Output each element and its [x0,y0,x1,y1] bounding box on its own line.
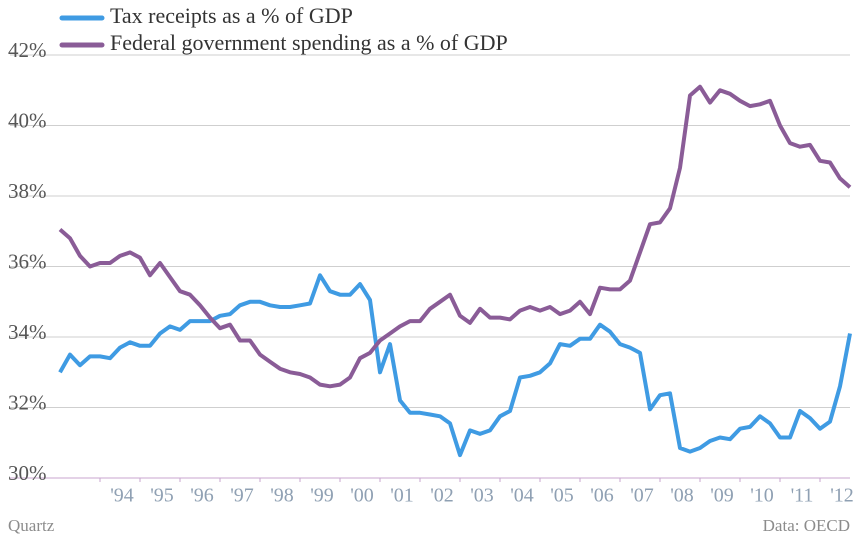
y-tick-label: 36% [8,249,47,273]
y-tick-label: 32% [8,390,47,414]
x-tick-label: '07 [630,485,654,507]
x-tick-label: '94 [110,485,134,507]
y-tick-label: 34% [8,320,47,344]
x-tick-label: '96 [190,485,214,507]
x-tick-label: '02 [430,485,454,507]
y-tick-label: 40% [8,108,47,132]
legend-label: Federal government spending as a % of GD… [110,30,508,55]
x-tick-label: '99 [310,485,334,507]
x-tick-label: '00 [350,485,374,507]
x-tick-label: '05 [550,485,574,507]
legend-label: Tax receipts as a % of GDP [110,3,353,28]
source: Quartz [8,516,55,535]
data-note: Data: OECD [763,516,850,535]
series-line [58,84,852,389]
x-tick-label: '03 [470,485,494,507]
x-tick-label: '09 [710,485,734,507]
x-tick-label: '10 [750,485,774,507]
y-tick-label: 30% [8,461,47,485]
y-tick-label: 38% [8,179,47,203]
x-tick-label: '01 [390,485,414,507]
y-tick-label: 42% [8,38,47,62]
x-tick-label: '08 [670,485,694,507]
series-line [58,273,852,458]
x-tick-label: '98 [270,485,294,507]
x-tick-label: '11 [791,485,814,507]
x-tick-label: '06 [590,485,614,507]
x-tick-label: '12 [830,485,854,507]
x-tick-label: '97 [230,485,254,507]
x-tick-label: '04 [510,485,534,507]
x-tick-label: '95 [150,485,174,507]
